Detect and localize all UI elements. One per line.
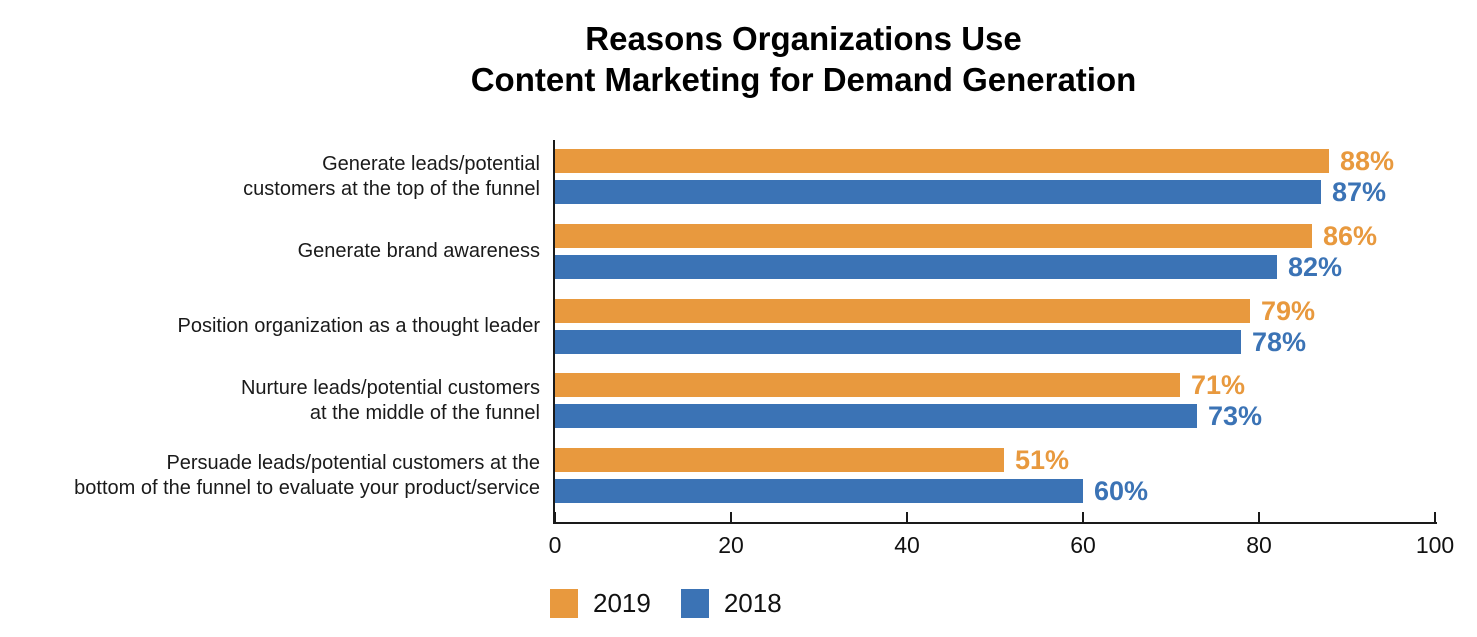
bar-2019 <box>555 448 1004 472</box>
y-axis-line <box>553 140 555 524</box>
bar-value-2018: 60% <box>1094 476 1149 506</box>
x-axis-tick-label: 0 <box>548 532 562 558</box>
x-axis-tick <box>906 512 908 524</box>
x-axis-tick <box>554 512 556 524</box>
bar-value-2019: 88% <box>1340 146 1395 176</box>
bar-value-2018: 73% <box>1208 401 1263 431</box>
category-label: Generate leads/potential customers at the… <box>243 152 540 200</box>
bar-2019 <box>555 299 1250 323</box>
legend-swatch-2019 <box>550 589 578 618</box>
bar-2018 <box>555 330 1241 354</box>
bar-2019 <box>555 373 1180 397</box>
legend-label-2019: 2019 <box>593 588 651 618</box>
chart-title-line1: Reasons Organizations Use <box>585 20 1022 57</box>
legend: 2019 2018 <box>550 588 812 619</box>
bar-2019 <box>555 224 1312 248</box>
x-axis-tick-label: 100 <box>1415 532 1455 558</box>
bar-value-2019: 51% <box>1015 445 1070 475</box>
x-axis-tick <box>1434 512 1436 524</box>
bar-value-2019: 71% <box>1191 370 1246 400</box>
bar-value-2018: 87% <box>1332 177 1387 207</box>
category-label: Nurture leads/potential customers at the … <box>240 376 540 424</box>
bar-value-2018: 78% <box>1252 327 1307 357</box>
chart-title-line2: Content Marketing for Demand Generation <box>470 61 1137 98</box>
legend-item-2019: 2019 <box>550 588 651 619</box>
x-axis-tick <box>1082 512 1084 524</box>
bar-2018 <box>555 255 1277 279</box>
legend-item-2018: 2018 <box>680 588 782 619</box>
bar-2018 <box>555 180 1321 204</box>
x-axis-tick-label: 40 <box>894 532 920 558</box>
legend-label-2018: 2018 <box>723 588 782 618</box>
bar-value-2018: 82% <box>1288 252 1343 282</box>
category-label: Generate brand awareness <box>297 240 540 262</box>
bar-2018 <box>555 479 1083 503</box>
x-axis-tick-label: 60 <box>1070 532 1096 558</box>
x-axis-tick-label: 80 <box>1246 532 1272 558</box>
x-axis-tick <box>730 512 732 524</box>
category-label: Persuade leads/potential customers at th… <box>74 451 540 499</box>
x-axis-line <box>553 522 1437 524</box>
bar-value-2019: 86% <box>1323 221 1378 251</box>
legend-swatch-2018 <box>680 589 709 618</box>
bar-2018 <box>555 404 1197 428</box>
x-axis-tick-label: 20 <box>718 532 744 558</box>
category-label: Position organization as a thought leade… <box>177 315 540 337</box>
bar-value-2019: 79% <box>1261 296 1316 326</box>
chart-title: Reasons Organizations Use Content Market… <box>130 18 1477 100</box>
bar-2019 <box>555 149 1329 173</box>
x-axis-tick <box>1258 512 1260 524</box>
